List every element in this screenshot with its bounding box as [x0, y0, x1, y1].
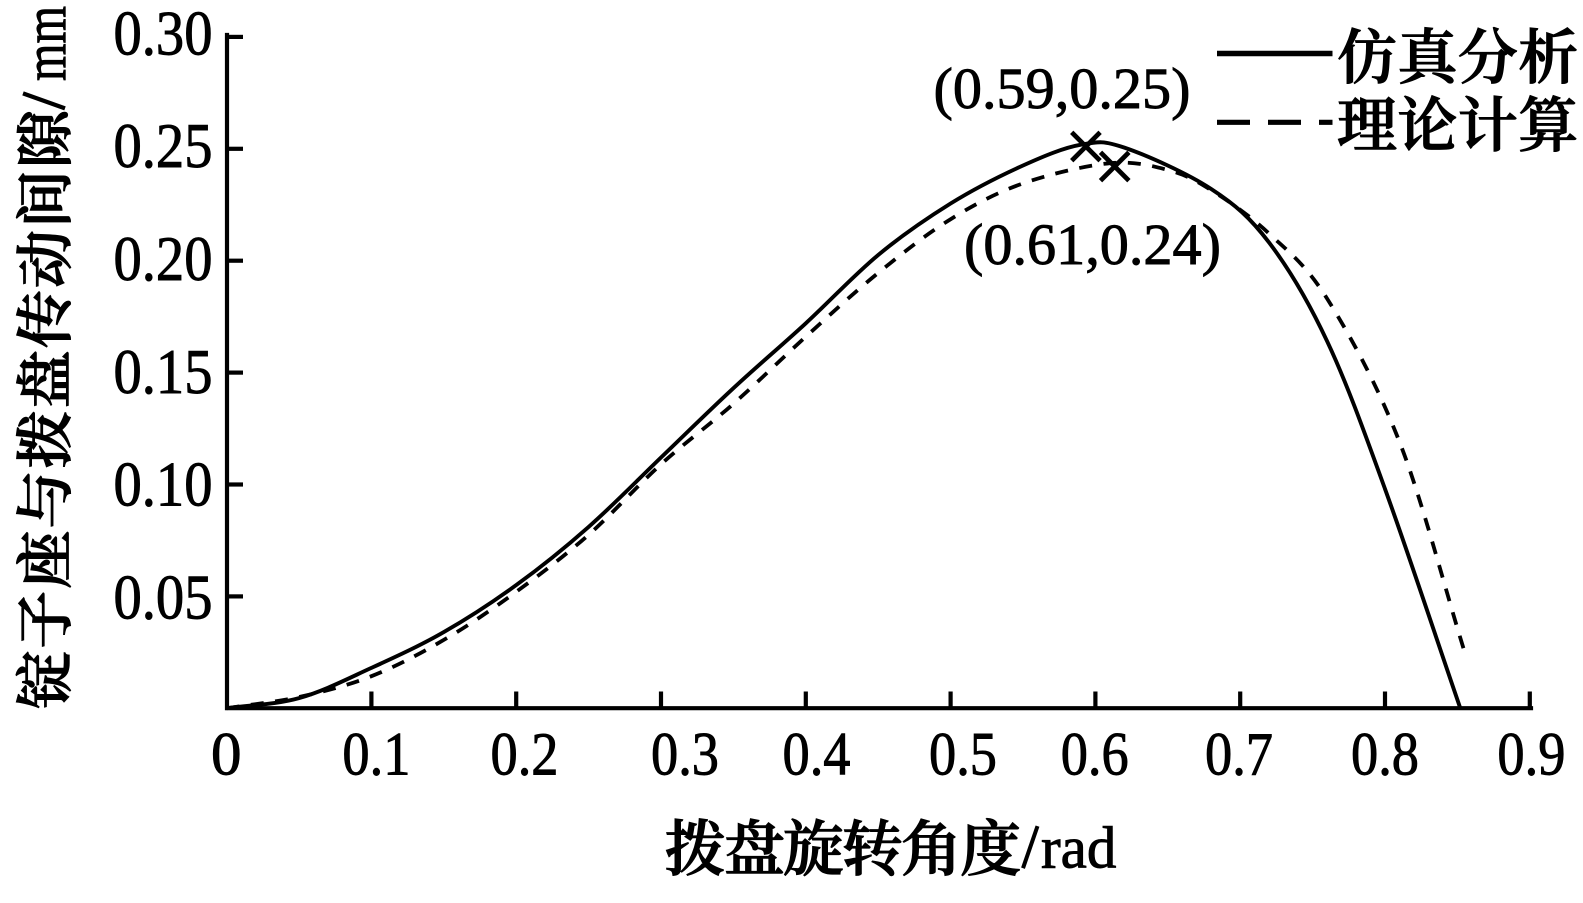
svg-text:0.30: 0.30 — [114, 0, 213, 68]
svg-text:0.25: 0.25 — [114, 111, 213, 181]
svg-text:rad: rad — [1041, 815, 1116, 881]
svg-text:0.10: 0.10 — [114, 450, 213, 520]
svg-text:0.4: 0.4 — [783, 721, 851, 788]
svg-text:0.2: 0.2 — [491, 721, 559, 788]
svg-text:0.20: 0.20 — [114, 224, 213, 294]
svg-text:0.05: 0.05 — [114, 563, 213, 633]
svg-text:0.6: 0.6 — [1061, 721, 1129, 788]
svg-text:0.3: 0.3 — [651, 721, 719, 788]
svg-text:0.15: 0.15 — [114, 337, 213, 407]
svg-text:0.9: 0.9 — [1497, 721, 1565, 788]
svg-text:mm: mm — [13, 6, 79, 81]
svg-text:0.1: 0.1 — [342, 721, 410, 788]
svg-text:(0.59,0.25): (0.59,0.25) — [934, 56, 1191, 121]
svg-text:0.7: 0.7 — [1205, 721, 1273, 788]
svg-text:(0.61,0.24): (0.61,0.24) — [964, 212, 1221, 277]
svg-text:0: 0 — [211, 721, 242, 788]
svg-text:0.5: 0.5 — [929, 721, 997, 788]
svg-text:0.8: 0.8 — [1351, 721, 1419, 788]
